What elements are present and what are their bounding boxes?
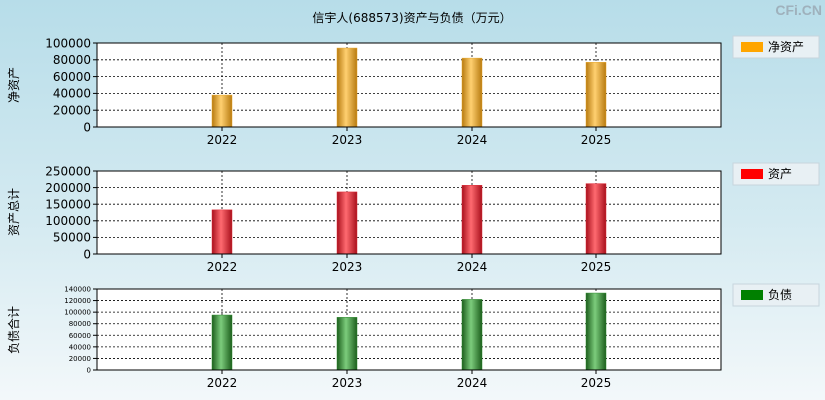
chart-title: 信宇人(688573)资产与负债（万元）: [312, 11, 511, 25]
y-tick-label: 40000: [69, 343, 91, 351]
y-tick-label: 250000: [45, 164, 91, 178]
y-tick-label: 20000: [53, 104, 91, 118]
legend-label: 资产: [768, 167, 792, 181]
y-tick-label: 140000: [64, 286, 91, 294]
x-tick-label: 2024: [457, 133, 488, 147]
y-tick-label: 200000: [45, 181, 91, 195]
chart-panel-0: 100000 80000 60000 40000 20000 0 2022 2023 2024 2…: [7, 35, 820, 147]
legend: 负债: [732, 283, 820, 307]
plot-frame: [96, 42, 722, 128]
bar-2023: [336, 47, 358, 128]
y-tick-label: 60000: [53, 70, 91, 84]
x-tick-label: 2025: [581, 260, 612, 274]
plot-area: [97, 171, 721, 254]
bar-2022: [211, 94, 233, 128]
x-tick-label: 2025: [581, 376, 612, 390]
y-tick-label: 100000: [45, 36, 91, 50]
bar-2023: [336, 317, 358, 371]
bar-2025: [585, 292, 607, 371]
bar-2023: [336, 191, 358, 255]
x-tick-label: 2024: [457, 376, 488, 390]
plot-area: [97, 43, 721, 127]
y-tick-label: 150000: [45, 198, 91, 212]
y-tick-label: 100000: [45, 214, 91, 228]
bar-2024: [461, 299, 483, 371]
plot-area: [97, 289, 721, 370]
legend-swatch: [741, 169, 763, 179]
bar-2022: [211, 209, 233, 255]
x-tick-label: 2023: [332, 133, 363, 147]
y-tick-label: 80000: [53, 53, 91, 67]
y-tick-label: 0: [87, 367, 91, 375]
legend-box: [732, 162, 820, 186]
legend-label: 净资产: [768, 40, 804, 54]
bar-2022: [211, 314, 233, 371]
chart-panel-1: 250000 200000 150000 100000 50000 0 2022 2023 20…: [7, 162, 820, 274]
y-axis-label: 净资产: [7, 67, 21, 103]
y-axis-label: 资产总计: [7, 188, 21, 236]
y-tick-label: 20000: [69, 355, 91, 363]
plot-frame: [96, 288, 722, 371]
y-axis-label: 负债合计: [6, 306, 21, 354]
bar-2024: [461, 185, 483, 255]
x-tick-label: 2023: [332, 376, 363, 390]
watermark: CFi.CN: [775, 2, 822, 18]
x-tick-label: 2024: [457, 260, 488, 274]
x-tick-label: 2023: [332, 260, 363, 274]
legend-label: 负债: [768, 288, 792, 302]
x-tick-label: 2022: [207, 133, 238, 147]
x-tick-label: 2022: [207, 376, 238, 390]
plot-frame: [96, 170, 722, 255]
legend-swatch: [741, 42, 763, 52]
legend: 净资产: [732, 35, 820, 59]
x-tick-label: 2025: [581, 133, 612, 147]
y-tick-label: 100000: [64, 309, 91, 317]
y-tick-label: 80000: [69, 320, 91, 328]
bar-2025: [585, 62, 607, 128]
legend-box: [732, 283, 820, 307]
x-tick-label: 2022: [207, 260, 238, 274]
y-tick-label: 60000: [69, 332, 91, 340]
legend-box: [732, 35, 820, 59]
bar-2025: [585, 183, 607, 255]
legend: 资产: [732, 162, 820, 186]
bar-2024: [461, 57, 483, 128]
y-tick-label: 50000: [53, 231, 91, 245]
y-tick-label: 40000: [53, 87, 91, 101]
y-tick-label: 0: [83, 120, 91, 134]
chart-panel-2: 140000 120000 100000 80000 60000 40000 20000 0 2…: [6, 283, 820, 390]
y-tick-label: 0: [83, 247, 91, 261]
legend-swatch: [741, 290, 763, 300]
y-tick-label: 120000: [64, 297, 91, 305]
